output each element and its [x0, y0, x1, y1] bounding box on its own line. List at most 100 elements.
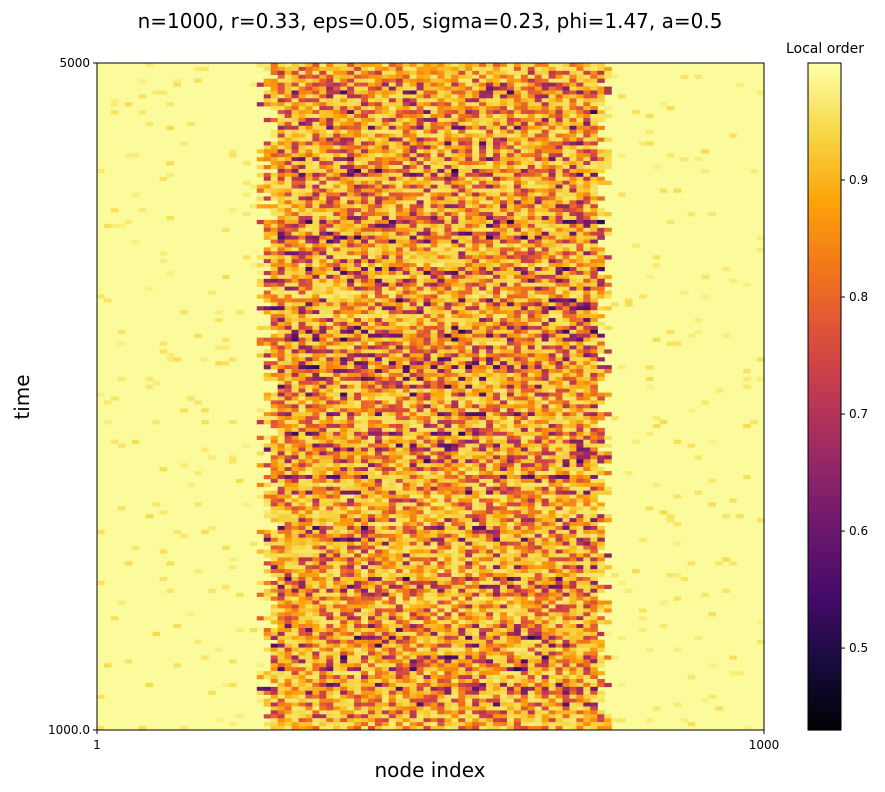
heatmap-cell: [263, 149, 272, 154]
heatmap-cell: [312, 110, 320, 115]
heatmap-cell: [757, 376, 765, 382]
heatmap-cell: [534, 310, 543, 315]
heatmap-cell: [555, 227, 564, 233]
heatmap-cell: [548, 235, 557, 240]
heatmap-cell: [326, 219, 334, 225]
heatmap-cell: [444, 74, 452, 79]
heatmap-cell: [472, 212, 480, 217]
heatmap-cell: [284, 267, 293, 272]
heatmap-cell: [354, 286, 362, 291]
heatmap-cell: [319, 235, 327, 240]
heatmap-cell: [402, 90, 411, 95]
heatmap-cell: [555, 290, 564, 295]
heatmap-cell: [180, 141, 188, 146]
heatmap-cell: [312, 129, 320, 134]
heatmap-cell: [298, 165, 307, 170]
heatmap-cell: [340, 74, 348, 79]
heatmap-cell: [416, 129, 425, 134]
heatmap-cell: [374, 255, 383, 260]
heatmap-cell: [499, 216, 508, 221]
heatmap-cell: [423, 357, 432, 362]
heatmap-cell: [486, 345, 494, 350]
heatmap-cell: [548, 243, 557, 248]
heatmap-cell: [479, 443, 487, 448]
heatmap-cell: [513, 333, 522, 338]
heatmap-cell: [513, 376, 522, 382]
heatmap-cell: [340, 408, 348, 413]
heatmap-cell: [263, 255, 272, 260]
heatmap-cell: [298, 286, 307, 291]
heatmap-cell: [465, 306, 473, 311]
heatmap-cell: [597, 321, 605, 327]
heatmap-cell: [298, 420, 307, 425]
heatmap-cell: [583, 90, 591, 95]
heatmap-cell: [215, 310, 223, 315]
heatmap-cell: [305, 110, 313, 115]
heatmap-cell: [541, 290, 550, 295]
heatmap-cell: [333, 412, 341, 417]
heatmap-cell: [340, 333, 348, 338]
heatmap-cell: [388, 321, 397, 327]
heatmap-cell: [284, 231, 293, 236]
heatmap-cell: [541, 349, 550, 354]
heatmap-cell: [298, 235, 307, 240]
heatmap-cell: [347, 251, 355, 256]
heatmap-cell: [493, 384, 501, 389]
heatmap-cell: [347, 110, 355, 115]
heatmap-cell: [499, 106, 508, 111]
heatmap-cell: [374, 404, 383, 409]
heatmap-cell: [499, 74, 508, 79]
heatmap-cell: [263, 259, 272, 264]
heatmap-cell: [312, 176, 320, 181]
heatmap-cell: [367, 423, 376, 429]
heatmap-cell: [520, 400, 529, 405]
heatmap-cell: [569, 216, 578, 221]
heatmap-cell: [416, 247, 425, 252]
heatmap-cell: [548, 290, 557, 295]
heatmap-cell: [416, 223, 425, 229]
heatmap-cell: [319, 427, 327, 433]
heatmap-cell: [444, 392, 452, 397]
heatmap-cell: [347, 376, 355, 382]
heatmap-cell: [361, 102, 369, 107]
heatmap-cell: [402, 168, 411, 174]
heatmap-cell: [395, 270, 404, 276]
heatmap-cell: [451, 263, 459, 268]
heatmap-cell: [590, 384, 598, 389]
heatmap-cell: [555, 196, 564, 201]
heatmap-cell: [423, 325, 432, 331]
heatmap-cell: [298, 180, 307, 185]
heatmap-cell: [291, 349, 300, 354]
heatmap-cell: [465, 286, 473, 291]
heatmap-cell: [361, 133, 369, 138]
heatmap-cell: [298, 337, 307, 342]
heatmap-cell: [270, 443, 279, 448]
heatmap-cell: [576, 243, 584, 248]
heatmap-cell: [270, 90, 279, 95]
heatmap-cell: [291, 447, 300, 452]
heatmap-cell: [597, 102, 605, 107]
heatmap-cell: [548, 412, 557, 417]
heatmap-cell: [374, 251, 383, 256]
heatmap-cell: [402, 439, 411, 444]
heatmap-cell: [479, 435, 487, 440]
heatmap-cell: [555, 314, 564, 319]
heatmap-cell: [333, 251, 341, 256]
heatmap-cell: [354, 172, 362, 178]
heatmap-cell: [291, 184, 300, 189]
heatmap-cell: [590, 176, 598, 181]
heatmap-cell: [506, 247, 515, 252]
heatmap-cell: [534, 168, 543, 174]
heatmap-cell: [305, 443, 313, 448]
heatmap-cell: [465, 180, 473, 185]
heatmap-cell: [590, 223, 598, 229]
heatmap-cell: [367, 274, 376, 280]
heatmap-cell: [409, 380, 418, 386]
heatmap-cell: [534, 114, 543, 119]
heatmap-cell: [458, 231, 466, 236]
heatmap-cell: [465, 333, 473, 338]
heatmap-cell: [277, 365, 286, 370]
heatmap-cell: [604, 349, 612, 354]
heatmap-cell: [541, 141, 550, 146]
heatmap-cell: [284, 255, 293, 260]
